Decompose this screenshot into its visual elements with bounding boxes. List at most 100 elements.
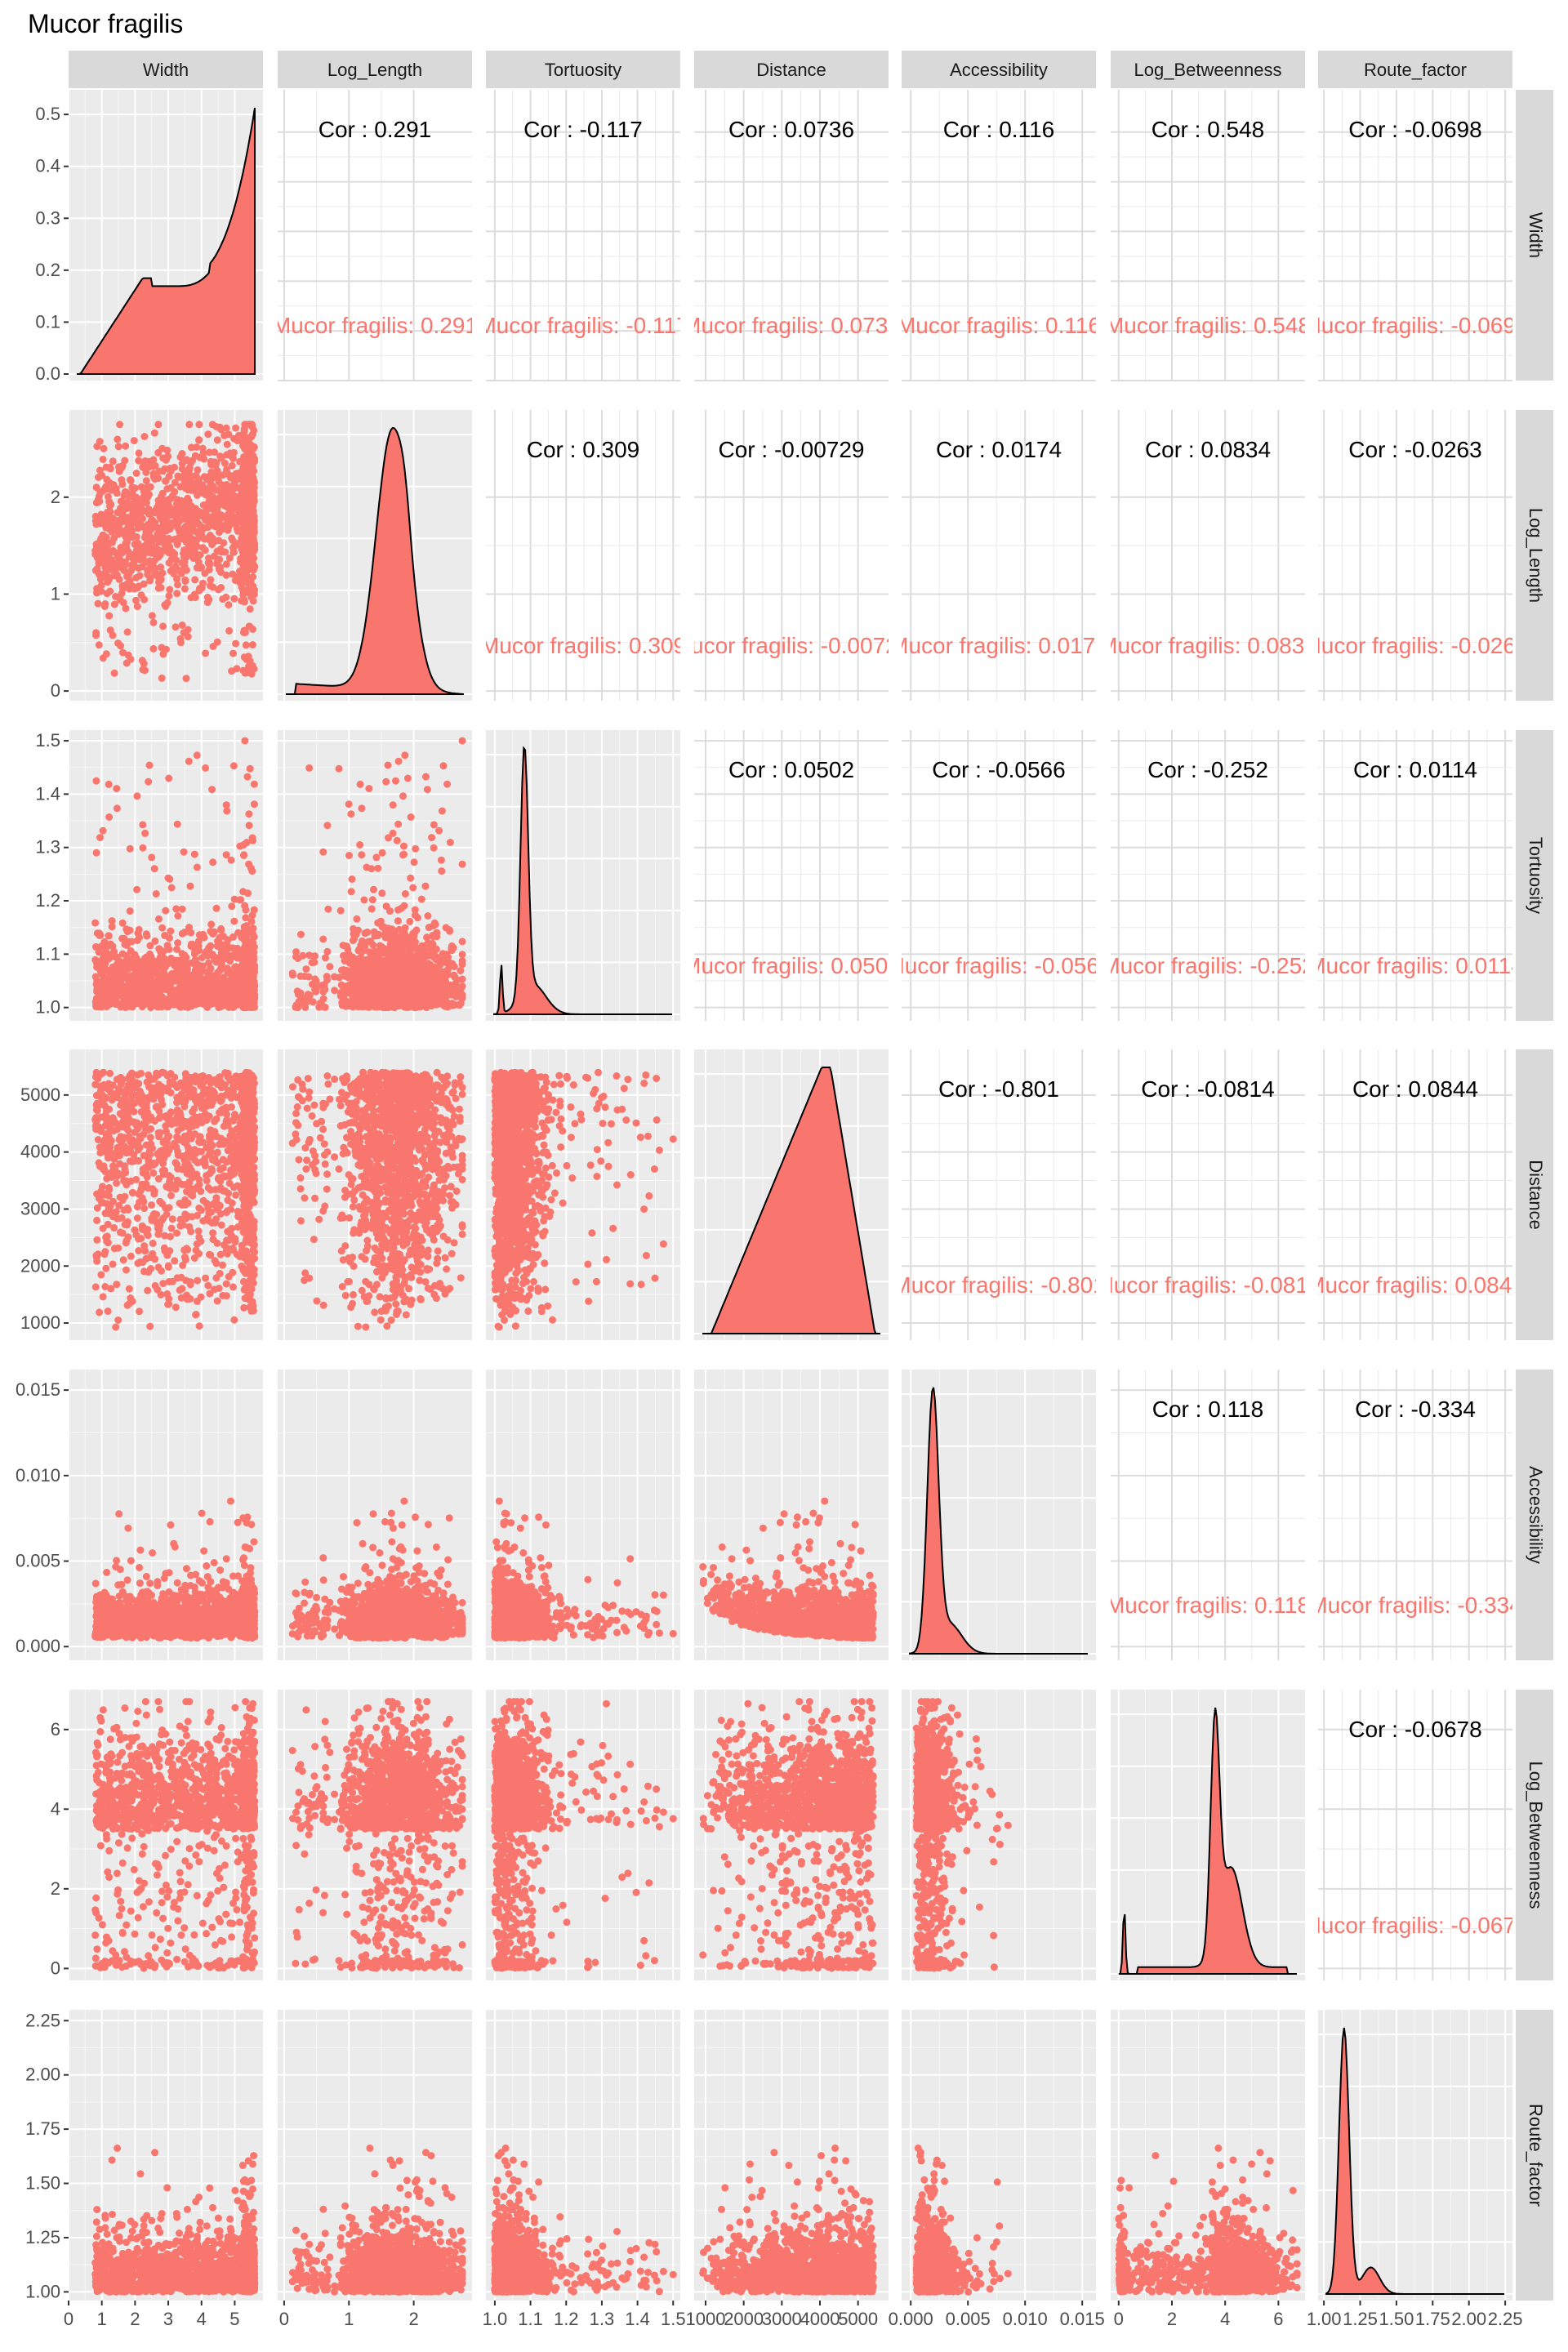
data-point	[240, 852, 247, 859]
data-point	[145, 761, 154, 769]
data-point	[213, 942, 221, 950]
data-point	[92, 499, 100, 507]
data-point	[122, 526, 131, 534]
data-point	[216, 996, 225, 1004]
data-point	[245, 421, 253, 429]
chart-title: Mucor fragilis	[28, 9, 183, 38]
data-point	[216, 497, 225, 506]
data-point	[458, 951, 466, 959]
data-point	[161, 932, 169, 939]
data-point	[447, 962, 455, 969]
data-point	[202, 535, 210, 543]
data-point	[146, 577, 154, 585]
data-point	[360, 896, 368, 904]
data-point	[361, 929, 369, 938]
data-point	[176, 483, 185, 491]
data-point	[149, 470, 158, 478]
data-point	[432, 972, 440, 979]
data-point	[126, 907, 134, 915]
data-point	[448, 942, 456, 950]
data-point	[114, 435, 122, 443]
data-point	[180, 848, 188, 856]
data-point	[305, 764, 314, 772]
data-point	[172, 556, 180, 564]
panel-tortuosity-vs-log_betweenness	[1111, 730, 1305, 1021]
data-point	[250, 933, 258, 941]
data-point	[122, 604, 130, 612]
data-point	[425, 924, 433, 932]
data-point	[438, 867, 446, 875]
data-point	[399, 995, 408, 1003]
data-point	[105, 932, 113, 940]
data-point	[174, 581, 181, 589]
data-point	[434, 986, 443, 994]
data-point	[250, 780, 258, 788]
data-point	[180, 951, 189, 960]
strip-top-tortuosity	[486, 51, 680, 88]
data-point	[171, 550, 179, 558]
data-point	[341, 986, 350, 994]
data-point	[198, 544, 207, 552]
data-point	[128, 963, 136, 971]
data-point	[229, 951, 237, 960]
data-point	[99, 456, 107, 463]
data-point	[358, 851, 366, 859]
data-point	[102, 650, 110, 658]
data-point	[242, 1002, 250, 1010]
strip-right-tortuosity	[1516, 730, 1553, 1021]
data-point	[96, 575, 105, 583]
strip-label-route_factor: Route_factor	[1364, 60, 1467, 80]
data-point	[430, 993, 438, 1001]
data-point	[405, 949, 413, 957]
data-point	[244, 472, 252, 480]
data-point	[376, 995, 385, 1003]
grid-tortuosity-route_factor	[1318, 730, 1512, 1021]
data-point	[145, 963, 154, 971]
density-curve-log_length	[286, 426, 465, 695]
grid-tortuosity-log_betweenness	[1111, 730, 1305, 1021]
data-point	[159, 622, 167, 630]
group-correlation-label: Mucor fragilis: -0.0566	[885, 953, 1111, 978]
data-point	[163, 942, 172, 950]
group-correlation-label: Mucor fragilis: 0.0834	[1098, 633, 1317, 658]
data-point	[363, 959, 372, 967]
data-point	[216, 425, 225, 433]
data-point	[228, 534, 236, 542]
data-point	[182, 675, 190, 683]
data-point	[91, 973, 100, 981]
data-point	[139, 546, 147, 553]
data-point	[158, 674, 166, 682]
data-point	[208, 474, 216, 482]
panel-tortuosity-vs-distance	[694, 730, 889, 1021]
data-point	[148, 515, 156, 523]
data-point	[316, 999, 324, 1007]
data-point	[323, 822, 332, 830]
data-point	[204, 514, 212, 523]
data-point	[96, 438, 104, 446]
data-point	[228, 461, 236, 470]
data-point	[233, 513, 241, 521]
data-point	[339, 942, 347, 950]
data-point	[250, 906, 258, 914]
data-point	[180, 585, 189, 593]
data-point	[133, 584, 141, 592]
data-point	[400, 929, 408, 938]
data-point	[93, 566, 101, 574]
data-point	[177, 975, 185, 983]
data-point	[230, 492, 238, 500]
data-point	[364, 985, 372, 993]
data-point	[191, 576, 199, 584]
data-point	[145, 463, 154, 471]
grid-width-accessibility	[902, 90, 1096, 381]
data-point	[439, 762, 448, 770]
data-point	[407, 813, 415, 821]
data-point	[222, 468, 230, 476]
data-point	[151, 937, 159, 945]
data-point	[246, 657, 254, 665]
data-point	[389, 964, 397, 972]
data-point	[97, 994, 105, 1002]
data-point	[248, 867, 256, 875]
data-point	[105, 612, 114, 620]
scatter-points	[288, 737, 466, 1012]
data-point	[388, 925, 396, 933]
